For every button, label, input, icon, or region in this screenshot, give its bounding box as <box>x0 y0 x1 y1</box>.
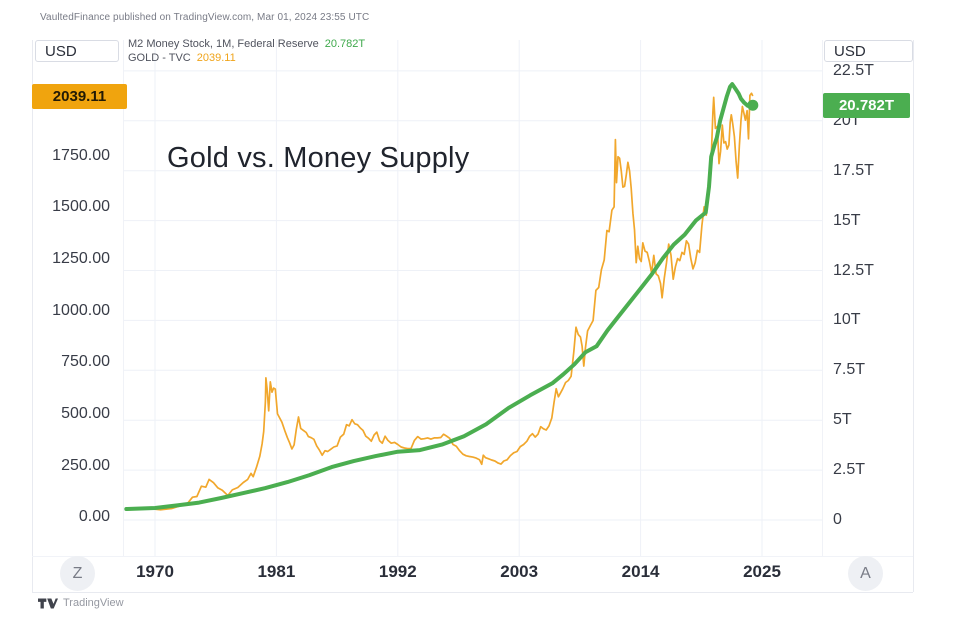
attribution-text: VaultedFinance published on TradingView.… <box>40 12 370 23</box>
legend-label-gold: GOLD - TVC <box>128 52 191 64</box>
tradingview-icon <box>38 598 58 608</box>
tradingview-brand-text: TradingView <box>63 597 124 609</box>
z-button[interactable]: Z <box>60 556 95 591</box>
right-axis-separator <box>822 40 823 556</box>
legend-value-gold: 2039.11 <box>196 52 236 64</box>
legend: M2 Money Stock, 1M, Federal Reserve 20.78… <box>128 37 365 65</box>
m2-value-badge: 20.782T <box>823 92 910 118</box>
gold-price-badge: 2039.11 <box>32 83 127 109</box>
gold-price-line <box>126 92 754 511</box>
gridlines <box>123 40 822 556</box>
left-axis-currency-button[interactable]: USD <box>35 40 119 62</box>
widget-border-right <box>913 40 914 592</box>
legend-value-m2: 20.782T <box>324 38 366 50</box>
a-button[interactable]: A <box>848 556 883 591</box>
time-axis-separator <box>32 556 913 557</box>
left-axis-separator <box>123 40 124 556</box>
tradingview-logo-link[interactable]: TradingView <box>38 597 124 609</box>
right-axis-currency-button[interactable]: USD <box>824 40 913 62</box>
widget-border-left <box>32 40 33 592</box>
m2-money-supply-line <box>124 82 755 511</box>
legend-label-m2: M2 Money Stock, 1M, Federal Reserve <box>128 38 319 50</box>
chart-title: Gold vs. Money Supply <box>167 142 470 174</box>
m2-last-value-dot <box>747 99 759 111</box>
widget-border-bottom <box>32 592 913 593</box>
legend-item-m2[interactable]: M2 Money Stock, 1M, Federal Reserve 20.78… <box>128 37 365 51</box>
legend-item-gold[interactable]: GOLD - TVC 2039.11 <box>128 51 365 65</box>
